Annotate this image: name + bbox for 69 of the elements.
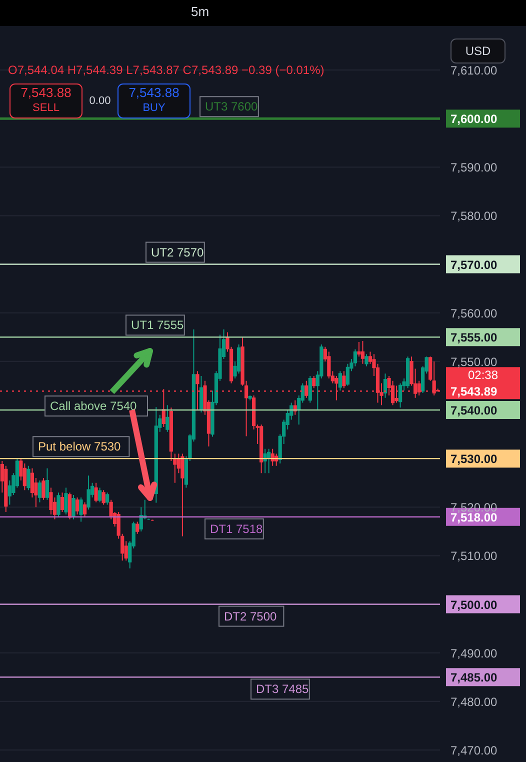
candlestick	[42, 478, 46, 500]
candlestick	[199, 376, 204, 413]
candlestick	[357, 342, 361, 358]
candlestick	[26, 465, 30, 491]
text: 02:38	[468, 368, 498, 382]
candlestick	[353, 348, 358, 367]
candlestick	[68, 492, 72, 520]
candlestick	[342, 370, 346, 389]
y-tick-label: 7,580.00	[450, 209, 498, 224]
y-tick-label: 7,530.00	[450, 452, 498, 466]
candlestick	[136, 521, 140, 534]
text: USD	[465, 44, 491, 58]
candlestick	[75, 496, 80, 515]
candlestick	[86, 475, 90, 510]
y-tick-label: 7,550.00	[450, 354, 498, 369]
candlestick	[72, 494, 76, 520]
annotation: 7,543.88	[20, 85, 72, 100]
ref-line-label: DT3 7485	[256, 682, 310, 696]
ref-line-label: DT2 7500	[224, 609, 278, 624]
y-tick-label: 7,470.00	[450, 744, 498, 758]
y-tick-label: 7,480.00	[450, 694, 498, 709]
annotation: 0.00	[89, 95, 111, 107]
candlestick	[98, 487, 102, 503]
candlestick	[236, 344, 241, 374]
candlestick	[364, 354, 368, 367]
candlestick	[60, 492, 64, 512]
candlestick	[22, 462, 27, 491]
y-tick-label: 7,490.00	[450, 646, 498, 660]
candlestick	[338, 370, 342, 392]
y-tick-label: 7,560.00	[450, 306, 498, 320]
y-tick-label: 7,610.00	[450, 64, 498, 78]
candlestick	[38, 480, 42, 503]
annotation: BUY	[142, 102, 166, 114]
y-tick-label: 7,540.00	[450, 404, 498, 418]
ref-line-label: Put below 7530	[38, 440, 122, 454]
ref-line-label: Call above 7540	[50, 399, 138, 413]
candlestick	[293, 400, 297, 416]
candlestick	[360, 340, 365, 364]
annotation: 7,543.88	[128, 85, 180, 100]
y-tick-label: 7,555.00	[450, 330, 498, 345]
candlestick	[45, 468, 50, 500]
candlestick	[166, 404, 170, 432]
candlestick	[398, 382, 402, 408]
annotation: O7,544.04 H7,544.39 L7,543.87 C7,543.89 −0.39 (−0.01%)	[8, 63, 324, 77]
candlestick	[180, 453, 184, 537]
ref-line-label: UT1 7555	[131, 318, 184, 332]
candlestick	[82, 502, 87, 518]
y-tick-label: 7,570.00	[450, 258, 498, 272]
ref-line-label: UT3 7600	[205, 100, 258, 114]
y-tick-label: 7,485.00	[450, 670, 498, 685]
ref-line-label: DT1 7518	[210, 522, 264, 536]
candlestick	[64, 487, 68, 515]
text: 5m	[190, 4, 210, 19]
candlestick	[102, 490, 106, 506]
candlestick	[106, 492, 110, 506]
candlestick	[312, 376, 316, 389]
candlestick	[94, 482, 98, 503]
y-tick-label: 7,510.00	[450, 549, 498, 564]
y-tick-label: 7,600.00	[450, 112, 498, 126]
candlestick	[346, 363, 350, 386]
y-tick-label: 7,543.89	[450, 384, 498, 399]
candlestick	[308, 376, 312, 404]
candlestick	[56, 492, 60, 518]
annotation: SELL	[32, 102, 60, 114]
y-tick-label: 7,500.00	[450, 598, 498, 612]
ref-line-label: UT2 7570	[151, 245, 204, 260]
y-tick-label: 7,590.00	[450, 160, 498, 175]
candlestick	[79, 496, 83, 522]
candlestick	[383, 373, 388, 398]
